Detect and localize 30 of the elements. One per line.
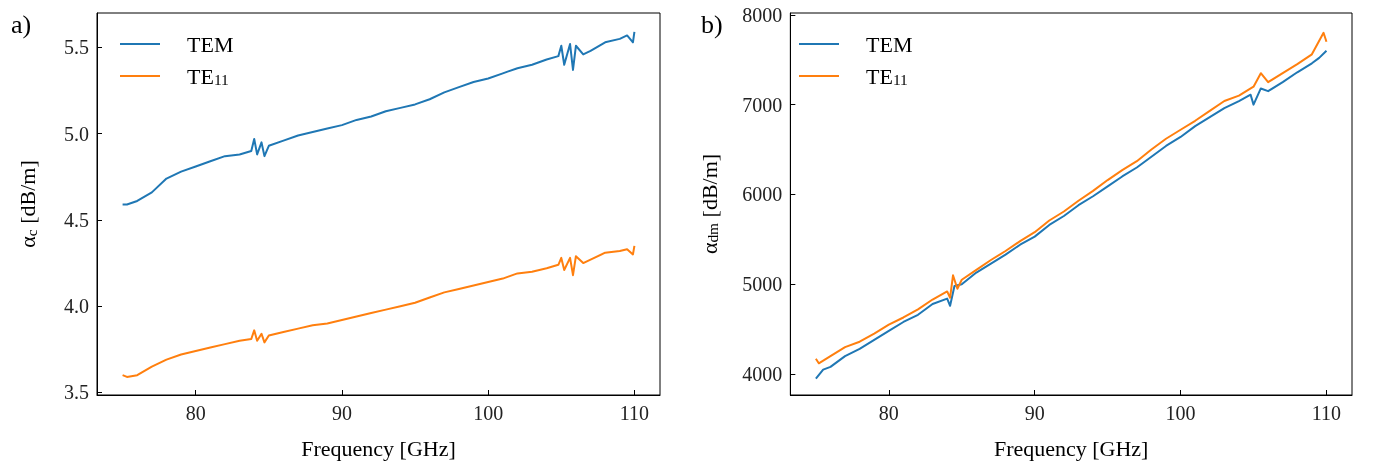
- x-tick-label: 100: [1165, 402, 1196, 424]
- legend-label: TEM: [866, 31, 913, 57]
- y-axis-title: αc [dB/m]: [15, 160, 41, 248]
- x-tick-label: 90: [331, 402, 352, 424]
- y-tick-label: 5000: [742, 273, 783, 296]
- x-tick-label: 80: [878, 402, 899, 424]
- chart-title: b): [701, 9, 723, 39]
- y-tick-label: 4.0: [64, 295, 89, 318]
- x-tick-label: 110: [619, 402, 650, 424]
- x-tick-label: 80: [185, 402, 206, 424]
- legend-label: TE11: [187, 63, 229, 89]
- y-tick-label: 5.5: [64, 36, 89, 59]
- y-tick-label: 6000: [742, 183, 783, 206]
- y-tick-label: 5.0: [64, 122, 89, 145]
- x-tick-label: 100: [473, 402, 504, 424]
- x-tick-label: 110: [1311, 402, 1342, 424]
- legend-label: TE11: [866, 63, 908, 89]
- x-tick-label: 90: [1024, 402, 1045, 424]
- y-tick-label: 3.5: [64, 381, 89, 404]
- x-axis-title: Frequency [GHz]: [993, 435, 1149, 461]
- y-tick-label: 4.5: [64, 208, 89, 231]
- x-axis-title: Frequency [GHz]: [301, 435, 456, 461]
- y-tick-label: 4000: [742, 363, 783, 386]
- y-tick-label: 7000: [742, 93, 783, 116]
- line-series: [121, 244, 636, 378]
- legend-label: TEM: [187, 31, 234, 57]
- line-series: [121, 30, 636, 206]
- chart-title: a): [11, 9, 32, 39]
- y-tick-label: 8000: [742, 3, 783, 26]
- y-axis-title: αdm [dB/m]: [696, 153, 722, 255]
